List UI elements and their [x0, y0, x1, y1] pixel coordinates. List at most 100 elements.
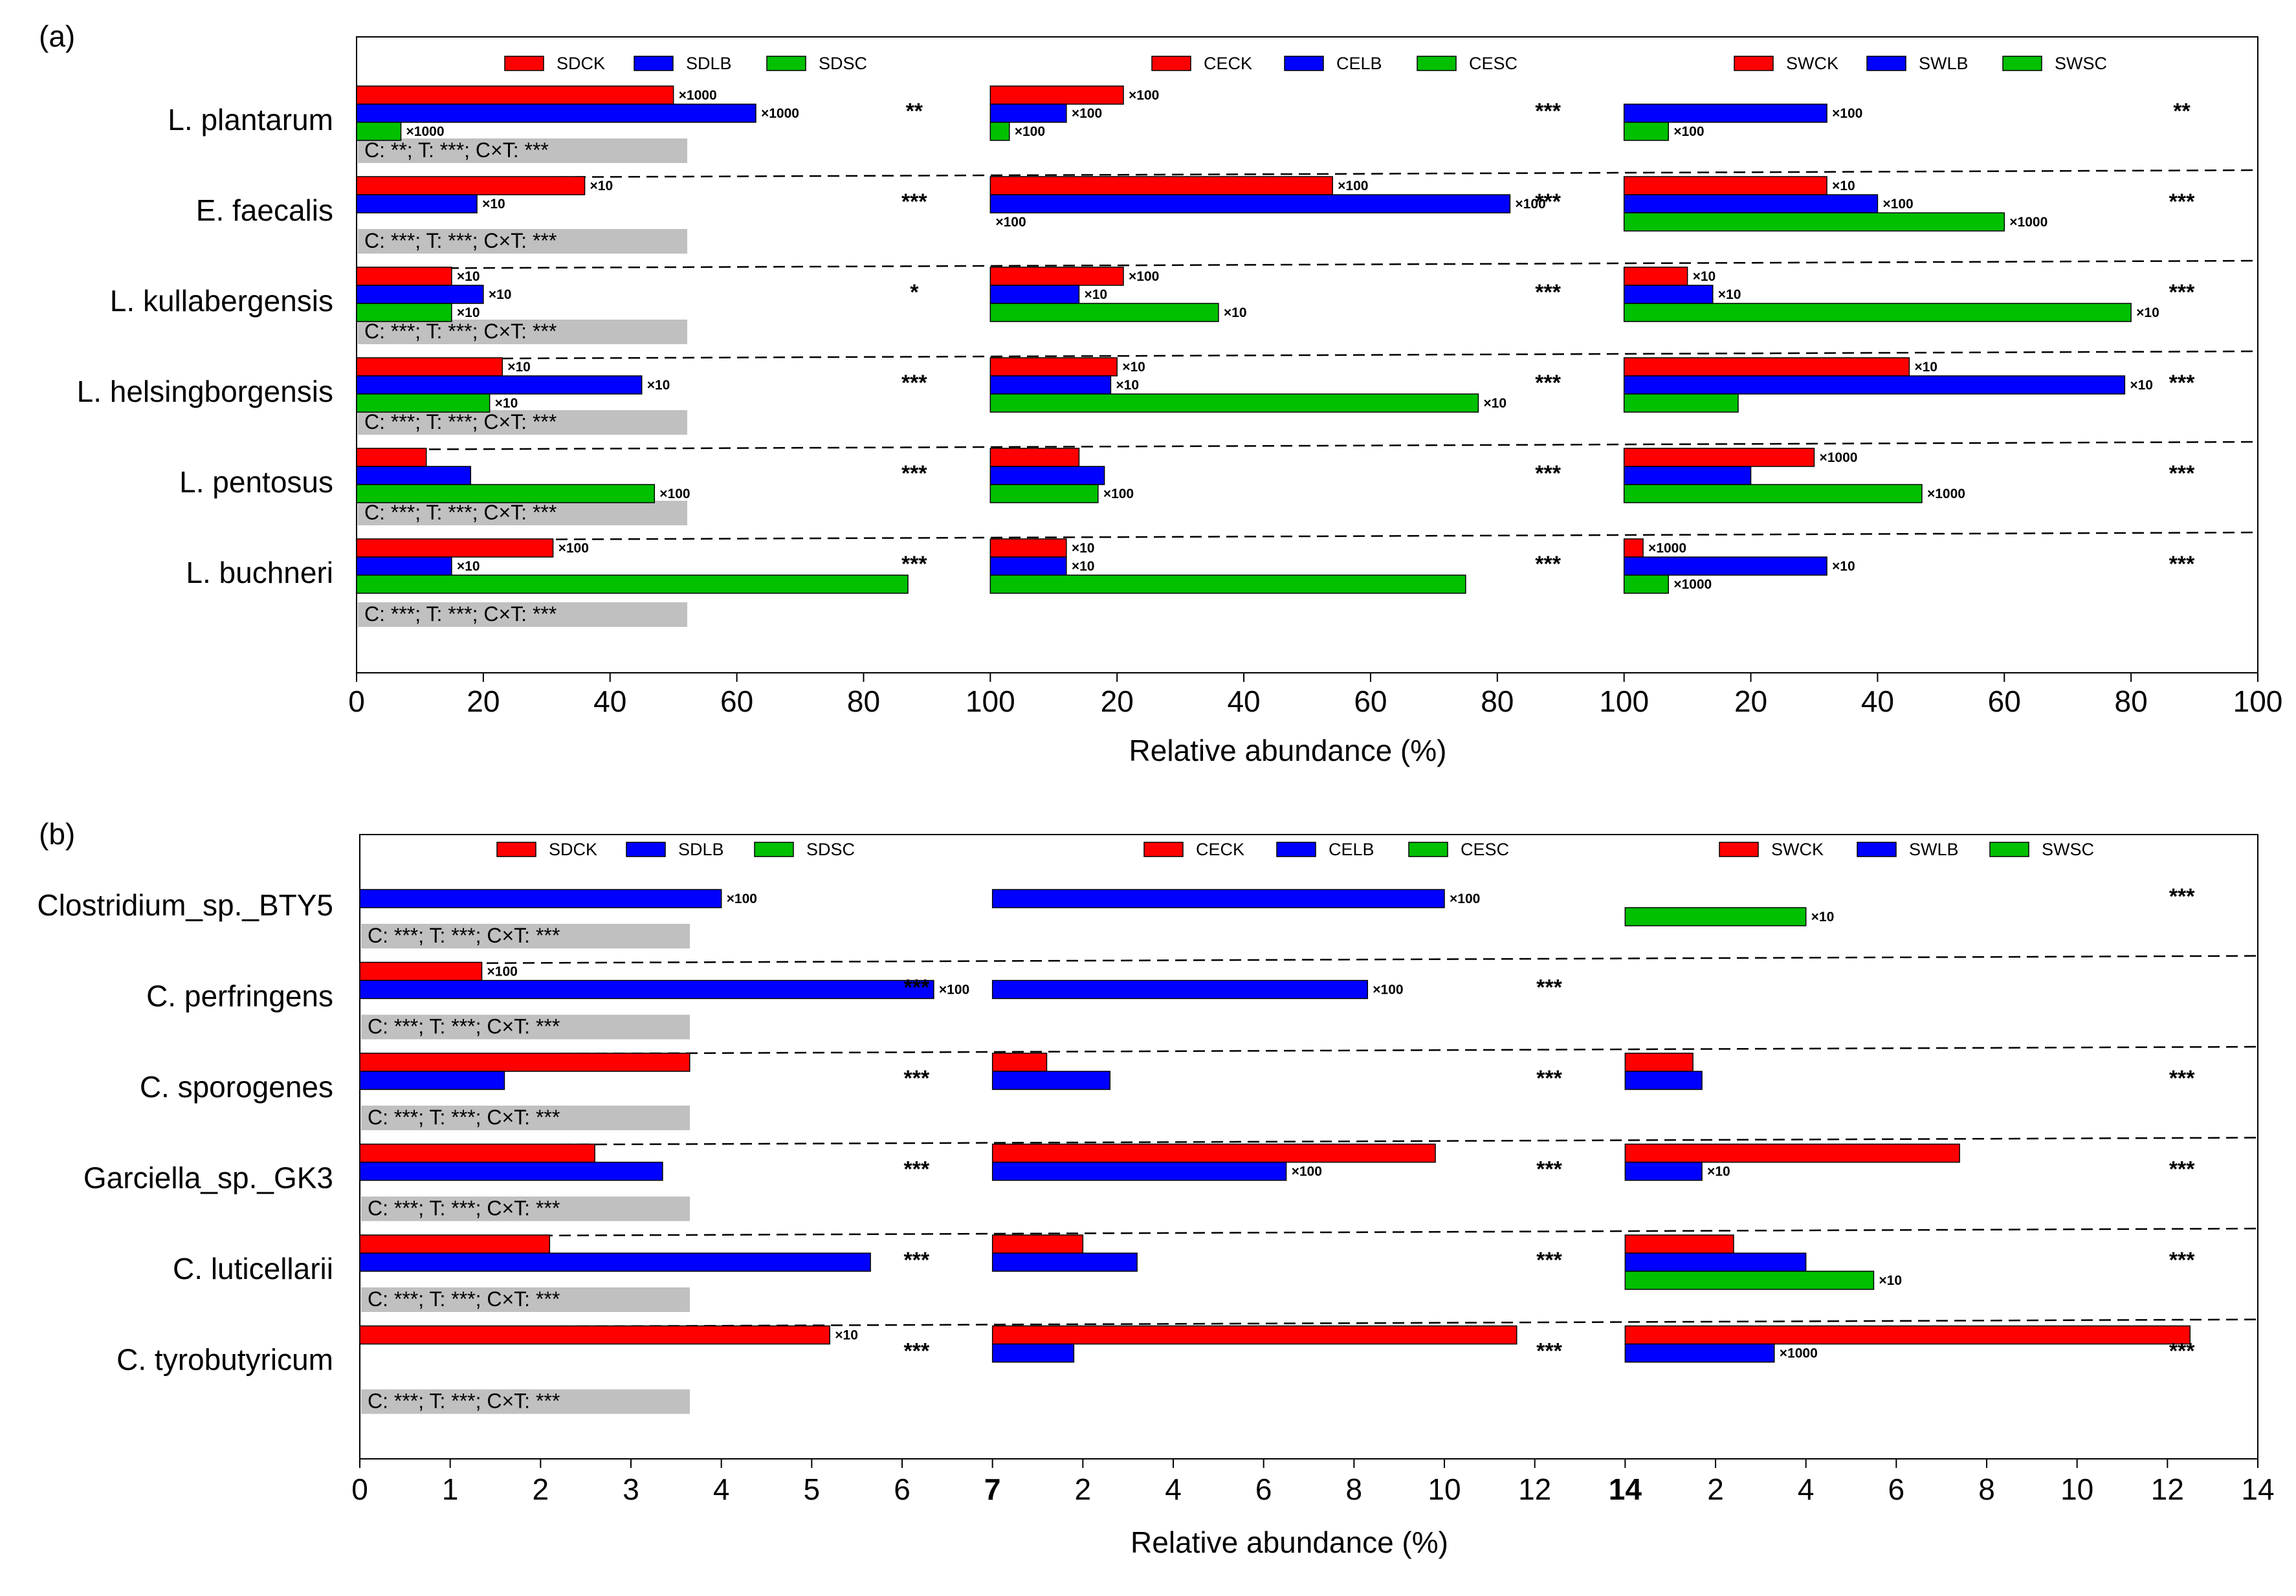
bar-label-e-faecalis-sdck: ×10 — [590, 179, 613, 193]
legend-swatch-swlb — [1857, 842, 1897, 857]
bar-l-buchneri-celb — [989, 556, 1067, 576]
bar-label-l-kullabergensis-sdck: ×10 — [457, 269, 480, 284]
x-tick-label: 2 — [533, 1472, 549, 1506]
legend-swatch-sdlb — [634, 56, 674, 71]
bar-label-l-buchneri-swlb: ×10 — [1832, 559, 1855, 574]
bar-label-l-pentosus-swck: ×1000 — [1819, 450, 1857, 465]
x-tick-label: 2 — [1075, 1472, 1092, 1506]
x-tick-label: 6 — [894, 1472, 911, 1506]
legend-swatch-sdck — [496, 842, 536, 857]
bar-l-helsingborgensis-cesc — [989, 393, 1479, 413]
significance-garciella-sp-gk3-g1: *** — [903, 1157, 929, 1182]
bar-label-l-plantarum-celb: ×100 — [1072, 106, 1102, 121]
significance-l-buchneri-g1: *** — [901, 552, 927, 576]
bar-label-c-luticellarii-swsc: ×10 — [1879, 1273, 1902, 1288]
x-tick-label: 100 — [966, 684, 1015, 718]
x-tick-label: 80 — [2115, 684, 2148, 718]
x-tick-label: 4 — [713, 1472, 730, 1506]
legend-swatch-celb — [1284, 56, 1324, 71]
x-tick-label: 20 — [1734, 684, 1767, 718]
bar-label-e-faecalis-ceck: ×100 — [1338, 179, 1368, 193]
bar-garciella-sp-gk3-swlb — [1624, 1161, 1703, 1181]
stat-text-l-pentosus: C: ***; T: ***; C×T: *** — [364, 501, 557, 524]
legend-swatch-sdsc — [766, 56, 806, 71]
bar-l-pentosus-swlb — [1623, 466, 1752, 485]
significance-l-plantarum-g2: *** — [1535, 99, 1561, 124]
legend-swatch-cesc — [1408, 842, 1448, 857]
legend-label-ceck: CECK — [1204, 54, 1252, 73]
bar-l-plantarum-cesc — [989, 122, 1010, 141]
bar-l-buchneri-swck — [1623, 538, 1644, 558]
bar-label-c-tyrobutyricum-swlb: ×1000 — [1780, 1346, 1818, 1361]
bar-label-l-plantarum-sdck: ×1000 — [679, 88, 717, 103]
bar-e-faecalis-sdlb — [356, 194, 478, 213]
bar-label-l-kullabergensis-swsc: ×10 — [2136, 305, 2159, 320]
legend-label-cesc: CESC — [1469, 54, 1518, 73]
bar-label-e-faecalis-swlb: ×100 — [1882, 197, 1913, 212]
bar-label-l-kullabergensis-sdlb: ×10 — [489, 287, 512, 302]
significance-l-helsingborgensis-g2: *** — [1535, 371, 1561, 395]
stat-box-c-luticellarii — [361, 1287, 690, 1312]
bar-label-e-faecalis-celb: ×100 — [1515, 197, 1545, 212]
row-separator — [356, 350, 2258, 360]
stat-box-l-plantarum — [358, 138, 687, 163]
bar-l-helsingborgensis-swlb — [1623, 375, 2126, 395]
panelb-x-axis-title: Relative abundance (%) — [1131, 1525, 1448, 1559]
stat-box-c-sporogenes — [361, 1106, 690, 1130]
bar-label-e-faecalis-swsc: ×1000 — [2009, 215, 2048, 230]
stat-text-l-kullabergensis: C: ***; T: ***; C×T: *** — [364, 320, 557, 343]
bar-l-pentosus-swsc — [1623, 484, 1923, 503]
panela-frame — [356, 36, 2258, 673]
significance-l-plantarum-g3: ** — [2173, 99, 2191, 124]
bar-l-pentosus-cesc — [989, 484, 1099, 503]
bar-label-garciella-sp-gk3-swlb: ×10 — [1707, 1164, 1730, 1179]
bar-label-l-buchneri-sdck: ×100 — [558, 541, 589, 556]
row-separator — [359, 1227, 2258, 1238]
bar-c-tyrobutyricum-ceck — [991, 1325, 1518, 1345]
significance-e-faecalis-g3: *** — [2169, 190, 2195, 214]
bar-c-sporogenes-swck — [1624, 1053, 1694, 1072]
row-separator — [356, 169, 2258, 179]
stat-box-c-tyrobutyricum — [361, 1389, 690, 1414]
bar-l-kullabergensis-swck — [1623, 267, 1688, 286]
stat-text-garciella-sp-gk3: C: ***; T: ***; C×T: *** — [368, 1197, 560, 1220]
species-label-l-pentosus: L. pentosus — [179, 465, 333, 499]
legend-label-sdck: SDCK — [549, 840, 597, 859]
legend-label-sdsc: SDSC — [819, 54, 867, 73]
legend-swatch-swsc — [1989, 842, 2029, 857]
legend-swatch-swck — [1734, 56, 1774, 71]
bar-garciella-sp-gk3-sdlb — [359, 1161, 663, 1181]
bar-label-e-faecalis-sdlb: ×10 — [482, 197, 505, 212]
row-separator — [359, 1137, 2258, 1146]
legend-label-sdsc: SDSC — [806, 840, 855, 859]
significance-c-sporogenes-g2: *** — [1536, 1066, 1562, 1091]
x-tick-label: 10 — [1428, 1472, 1461, 1506]
bar-l-plantarum-ceck — [989, 85, 1124, 105]
legend-swatch-ceck — [1151, 56, 1191, 71]
bar-label-l-buchneri-celb: ×10 — [1072, 559, 1095, 574]
bar-l-helsingborgensis-swsc — [1623, 393, 1739, 413]
bar-label-clostridium-sp-bty5-celb: ×100 — [1450, 891, 1480, 906]
bar-label-clostridium-sp-bty5-swsc: ×10 — [1811, 910, 1835, 924]
significance-l-buchneri-g2: *** — [1535, 552, 1561, 576]
significance-l-kullabergensis-g1: * — [910, 280, 919, 305]
x-tick-label: 7 — [984, 1472, 1001, 1506]
bar-l-helsingborgensis-ceck — [989, 357, 1118, 377]
legend-label-celb: CELB — [1336, 54, 1382, 73]
x-tick-label: 14 — [2241, 1472, 2274, 1506]
bar-e-faecalis-sdck — [356, 176, 586, 195]
significance-clostridium-sp-bty5-g3: *** — [2169, 884, 2195, 909]
bar-c-luticellarii-sdlb — [359, 1252, 871, 1272]
x-tick-label: 2 — [1707, 1472, 1724, 1506]
significance-l-kullabergensis-g2: *** — [1535, 280, 1561, 305]
legend-label-sdlb: SDLB — [686, 54, 732, 73]
legend-label-sdck: SDCK — [557, 54, 605, 73]
bar-l-kullabergensis-sdsc — [356, 303, 452, 322]
bar-c-sporogenes-sdlb — [359, 1071, 505, 1090]
bar-l-helsingborgensis-swck — [1623, 357, 1910, 377]
bar-label-l-kullabergensis-swck: ×10 — [1693, 269, 1716, 284]
significance-c-tyrobutyricum-g2: *** — [1536, 1339, 1562, 1364]
bar-clostridium-sp-bty5-celb — [991, 889, 1445, 908]
